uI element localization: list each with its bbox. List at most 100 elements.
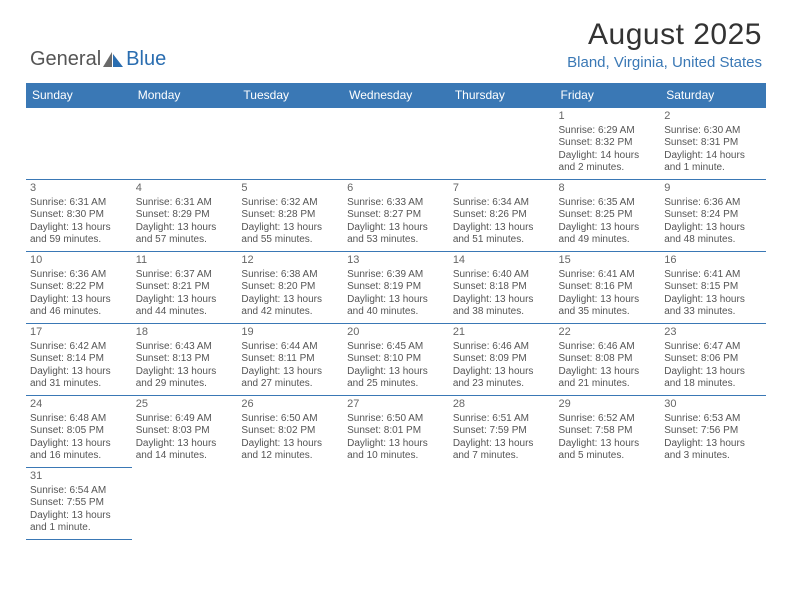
calendar-cell	[555, 468, 661, 540]
calendar-cell	[660, 468, 766, 540]
daylight-line: Daylight: 13 hours and 27 minutes.	[241, 366, 339, 391]
calendar-cell: 5Sunrise: 6:32 AMSunset: 8:28 PMDaylight…	[237, 180, 343, 252]
sunrise-line: Sunrise: 6:42 AM	[30, 341, 128, 354]
sunrise-line: Sunrise: 6:35 AM	[559, 197, 657, 210]
day-number: 26	[241, 398, 339, 412]
calendar-row: 24Sunrise: 6:48 AMSunset: 8:05 PMDayligh…	[26, 396, 766, 468]
sunset-line: Sunset: 8:31 PM	[664, 137, 762, 150]
calendar-cell: 7Sunrise: 6:34 AMSunset: 8:26 PMDaylight…	[449, 180, 555, 252]
calendar-cell	[449, 108, 555, 180]
calendar-cell	[343, 108, 449, 180]
sunset-line: Sunset: 7:59 PM	[453, 425, 551, 438]
calendar-cell: 10Sunrise: 6:36 AMSunset: 8:22 PMDayligh…	[26, 252, 132, 324]
day-number: 13	[347, 254, 445, 268]
sunset-line: Sunset: 8:11 PM	[241, 353, 339, 366]
calendar-cell: 22Sunrise: 6:46 AMSunset: 8:08 PMDayligh…	[555, 324, 661, 396]
sunrise-line: Sunrise: 6:34 AM	[453, 197, 551, 210]
sunset-line: Sunset: 8:19 PM	[347, 281, 445, 294]
daylight-line: Daylight: 13 hours and 55 minutes.	[241, 222, 339, 247]
daylight-line: Daylight: 13 hours and 5 minutes.	[559, 438, 657, 463]
sunrise-line: Sunrise: 6:44 AM	[241, 341, 339, 354]
sunset-line: Sunset: 8:16 PM	[559, 281, 657, 294]
sunrise-line: Sunrise: 6:51 AM	[453, 413, 551, 426]
sunrise-line: Sunrise: 6:37 AM	[136, 269, 234, 282]
brand-part1: General	[30, 48, 101, 71]
daylight-line: Daylight: 13 hours and 7 minutes.	[453, 438, 551, 463]
sunset-line: Sunset: 8:08 PM	[559, 353, 657, 366]
calendar-cell: 13Sunrise: 6:39 AMSunset: 8:19 PMDayligh…	[343, 252, 449, 324]
sunset-line: Sunset: 8:25 PM	[559, 209, 657, 222]
day-number: 21	[453, 326, 551, 340]
sunset-line: Sunset: 8:13 PM	[136, 353, 234, 366]
calendar-cell: 16Sunrise: 6:41 AMSunset: 8:15 PMDayligh…	[660, 252, 766, 324]
day-number: 7	[453, 182, 551, 196]
sunrise-line: Sunrise: 6:53 AM	[664, 413, 762, 426]
daylight-line: Daylight: 13 hours and 59 minutes.	[30, 222, 128, 247]
sunset-line: Sunset: 8:27 PM	[347, 209, 445, 222]
daylight-line: Daylight: 13 hours and 42 minutes.	[241, 294, 339, 319]
day-number: 15	[559, 254, 657, 268]
calendar-cell: 3Sunrise: 6:31 AMSunset: 8:30 PMDaylight…	[26, 180, 132, 252]
sunrise-line: Sunrise: 6:41 AM	[559, 269, 657, 282]
sunrise-line: Sunrise: 6:38 AM	[241, 269, 339, 282]
day-number: 29	[559, 398, 657, 412]
day-number: 25	[136, 398, 234, 412]
daylight-line: Daylight: 13 hours and 46 minutes.	[30, 294, 128, 319]
calendar-table: Sunday Monday Tuesday Wednesday Thursday…	[26, 83, 766, 540]
calendar-row: 3Sunrise: 6:31 AMSunset: 8:30 PMDaylight…	[26, 180, 766, 252]
day-number: 23	[664, 326, 762, 340]
daylight-line: Daylight: 13 hours and 51 minutes.	[453, 222, 551, 247]
sunrise-line: Sunrise: 6:31 AM	[136, 197, 234, 210]
daylight-line: Daylight: 13 hours and 18 minutes.	[664, 366, 762, 391]
sunrise-line: Sunrise: 6:40 AM	[453, 269, 551, 282]
sunset-line: Sunset: 7:58 PM	[559, 425, 657, 438]
calendar-cell: 24Sunrise: 6:48 AMSunset: 8:05 PMDayligh…	[26, 396, 132, 468]
day-number: 5	[241, 182, 339, 196]
weekday-header: Sunday	[26, 83, 132, 108]
sunset-line: Sunset: 8:26 PM	[453, 209, 551, 222]
calendar-cell: 4Sunrise: 6:31 AMSunset: 8:29 PMDaylight…	[132, 180, 238, 252]
daylight-line: Daylight: 13 hours and 29 minutes.	[136, 366, 234, 391]
daylight-line: Daylight: 14 hours and 2 minutes.	[559, 150, 657, 175]
day-number: 28	[453, 398, 551, 412]
calendar-cell: 9Sunrise: 6:36 AMSunset: 8:24 PMDaylight…	[660, 180, 766, 252]
calendar-cell: 28Sunrise: 6:51 AMSunset: 7:59 PMDayligh…	[449, 396, 555, 468]
calendar-cell	[237, 468, 343, 540]
calendar-cell: 6Sunrise: 6:33 AMSunset: 8:27 PMDaylight…	[343, 180, 449, 252]
calendar-cell: 29Sunrise: 6:52 AMSunset: 7:58 PMDayligh…	[555, 396, 661, 468]
brand-logo: General Blue	[30, 48, 166, 71]
calendar-cell: 18Sunrise: 6:43 AMSunset: 8:13 PMDayligh…	[132, 324, 238, 396]
sunset-line: Sunset: 8:22 PM	[30, 281, 128, 294]
sunset-line: Sunset: 8:30 PM	[30, 209, 128, 222]
sunset-line: Sunset: 8:09 PM	[453, 353, 551, 366]
calendar-cell	[343, 468, 449, 540]
sunrise-line: Sunrise: 6:50 AM	[241, 413, 339, 426]
sunset-line: Sunset: 8:18 PM	[453, 281, 551, 294]
sunrise-line: Sunrise: 6:39 AM	[347, 269, 445, 282]
weekday-header: Saturday	[660, 83, 766, 108]
day-number: 9	[664, 182, 762, 196]
sunset-line: Sunset: 8:28 PM	[241, 209, 339, 222]
daylight-line: Daylight: 13 hours and 23 minutes.	[453, 366, 551, 391]
daylight-line: Daylight: 13 hours and 48 minutes.	[664, 222, 762, 247]
sunrise-line: Sunrise: 6:43 AM	[136, 341, 234, 354]
daylight-line: Daylight: 13 hours and 16 minutes.	[30, 438, 128, 463]
sunset-line: Sunset: 8:14 PM	[30, 353, 128, 366]
calendar-cell: 14Sunrise: 6:40 AMSunset: 8:18 PMDayligh…	[449, 252, 555, 324]
sunrise-line: Sunrise: 6:46 AM	[453, 341, 551, 354]
weekday-header: Tuesday	[237, 83, 343, 108]
calendar-cell: 19Sunrise: 6:44 AMSunset: 8:11 PMDayligh…	[237, 324, 343, 396]
sunrise-line: Sunrise: 6:54 AM	[30, 485, 128, 498]
day-number: 22	[559, 326, 657, 340]
calendar-cell: 2Sunrise: 6:30 AMSunset: 8:31 PMDaylight…	[660, 108, 766, 180]
calendar-cell: 12Sunrise: 6:38 AMSunset: 8:20 PMDayligh…	[237, 252, 343, 324]
daylight-line: Daylight: 13 hours and 40 minutes.	[347, 294, 445, 319]
day-number: 17	[30, 326, 128, 340]
day-number: 10	[30, 254, 128, 268]
brand-part2: Blue	[126, 48, 166, 71]
sunrise-line: Sunrise: 6:47 AM	[664, 341, 762, 354]
sunset-line: Sunset: 7:55 PM	[30, 497, 128, 510]
sunrise-line: Sunrise: 6:36 AM	[30, 269, 128, 282]
calendar-row: 10Sunrise: 6:36 AMSunset: 8:22 PMDayligh…	[26, 252, 766, 324]
sunset-line: Sunset: 8:15 PM	[664, 281, 762, 294]
